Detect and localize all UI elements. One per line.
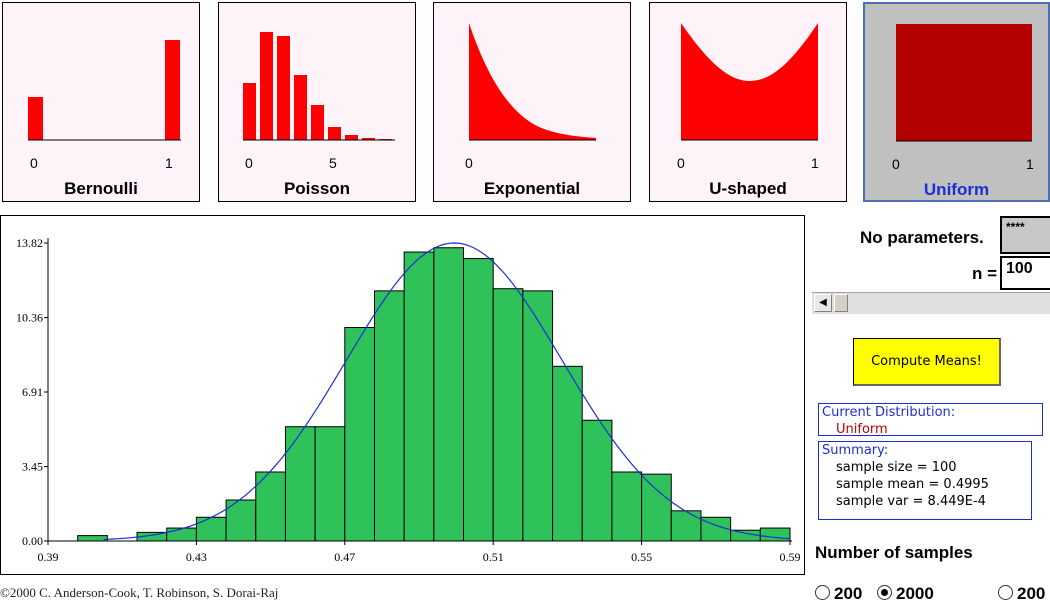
exponential-density-icon	[469, 23, 596, 141]
distribution-u-shaped[interactable]: 0 1 U-shaped	[649, 2, 847, 202]
radio-off-icon[interactable]	[815, 585, 830, 600]
x-tick-label: 0.47	[334, 550, 355, 564]
tick-label: 5	[329, 155, 337, 171]
distribution-label: Bernoulli	[64, 179, 138, 198]
distribution-bernoulli[interactable]: 0 1 Bernoulli	[2, 2, 200, 202]
histogram-bar	[522, 290, 554, 542]
y-tick-label: 3.45	[22, 460, 43, 474]
samples-option-2000[interactable]: 2000	[877, 584, 934, 604]
histogram-chart: 0.00 3.45 6.91 10.36 13.82 0.39 0.43 0.47 0.51 0.…	[16, 236, 801, 564]
x-tick-label: 0.59	[780, 550, 801, 564]
copyright-text: ©2000 C. Anderson-Cook, T. Robinson, S. …	[0, 585, 279, 600]
summary-heading: Summary:	[822, 443, 889, 458]
y-tick-label: 6.91	[22, 385, 43, 399]
distribution-label: U-shaped	[709, 179, 787, 198]
histogram-bar	[641, 473, 672, 542]
parameters-label: No parameters.	[860, 228, 984, 247]
n-label: n =	[972, 264, 998, 283]
tick-label: 0	[892, 156, 900, 172]
bernoulli-bar-0	[28, 97, 43, 140]
distribution-label: Uniform	[923, 180, 990, 199]
distribution-poisson[interactable]: 0 5 Poisson	[218, 2, 416, 202]
bernoulli-density-icon	[28, 40, 181, 141]
histogram-bar	[759, 527, 791, 542]
y-tick-label: 13.82	[16, 236, 43, 250]
tick-label: 0	[465, 155, 473, 171]
n-input[interactable]: 100	[1000, 256, 1050, 290]
tick-label: 1	[165, 155, 173, 171]
current-distribution-box: Current Distribution: Uniform	[818, 403, 1043, 437]
scroll-left-icon[interactable]: ◀	[814, 294, 832, 312]
summary-box: Summary: sample size = 100 sample mean =…	[818, 441, 1032, 520]
histogram-bar	[77, 535, 108, 542]
summary-sample-var: sample var = 8.449E-4	[836, 494, 986, 509]
current-distribution-value: Uniform	[836, 422, 888, 437]
parameter-field[interactable]: ****	[1000, 216, 1050, 254]
histogram-bar	[314, 426, 346, 542]
samples-option-200[interactable]: 200	[815, 584, 862, 604]
histogram-bar	[225, 499, 257, 542]
histogram-bar	[611, 471, 643, 542]
radio-off-icon[interactable]	[998, 585, 1013, 600]
u-shaped-density-icon	[681, 23, 818, 141]
summary-sample-size: sample size = 100	[836, 460, 957, 475]
histogram-bar	[433, 247, 465, 542]
histogram-bar	[195, 516, 227, 542]
tick-label: 1	[811, 155, 819, 171]
summary-sample-mean: sample mean = 0.4995	[836, 477, 989, 492]
tick-label: 1	[1026, 156, 1034, 172]
poisson-density-icon	[243, 32, 395, 141]
compute-means-button[interactable]: Compute Means!	[853, 338, 1001, 386]
current-distribution-heading: Current Distribution:	[822, 405, 956, 420]
n-slider[interactable]: ◀	[812, 292, 1050, 314]
histogram-bar	[581, 419, 613, 542]
distribution-uniform[interactable]: 0 1 Uniform	[863, 2, 1050, 202]
distribution-label: Poisson	[283, 179, 351, 198]
normal-curve	[103, 242, 791, 541]
histogram-bar	[463, 258, 494, 542]
x-tick-label: 0.43	[186, 550, 207, 564]
tick-label: 0	[245, 155, 253, 171]
histogram-bar	[552, 365, 583, 542]
tick-label: 0	[30, 155, 38, 171]
x-tick-label: 0.51	[483, 550, 504, 564]
histogram-bar	[403, 251, 435, 542]
histogram-bar	[255, 471, 286, 542]
x-tick-label: 0.39	[38, 550, 59, 564]
histogram-bar	[166, 527, 197, 542]
histogram-bar	[344, 327, 375, 542]
number-of-samples-label: Number of samples	[815, 543, 973, 562]
histogram-bar	[492, 288, 524, 542]
histogram-bar	[373, 290, 405, 542]
x-tick-label: 0.55	[631, 550, 652, 564]
samples-option-200-b[interactable]: 200	[998, 584, 1045, 604]
distribution-label: Exponential	[483, 179, 581, 198]
uniform-density-icon	[896, 24, 1032, 142]
radio-on-icon[interactable]	[877, 585, 892, 600]
distribution-exponential[interactable]: 0 Exponential	[433, 2, 631, 202]
histogram-bar	[284, 426, 316, 542]
y-tick-label: 10.36	[16, 311, 43, 325]
histogram-bar	[670, 510, 702, 542]
slider-thumb[interactable]	[834, 294, 848, 312]
sample-means-histogram: 0.00 3.45 6.91 10.36 13.82 0.39 0.43 0.47 0.51 0.…	[0, 215, 805, 575]
tick-label: 0	[677, 155, 685, 171]
bernoulli-bar-1	[165, 40, 180, 140]
y-tick-label: 0.00	[22, 534, 43, 548]
